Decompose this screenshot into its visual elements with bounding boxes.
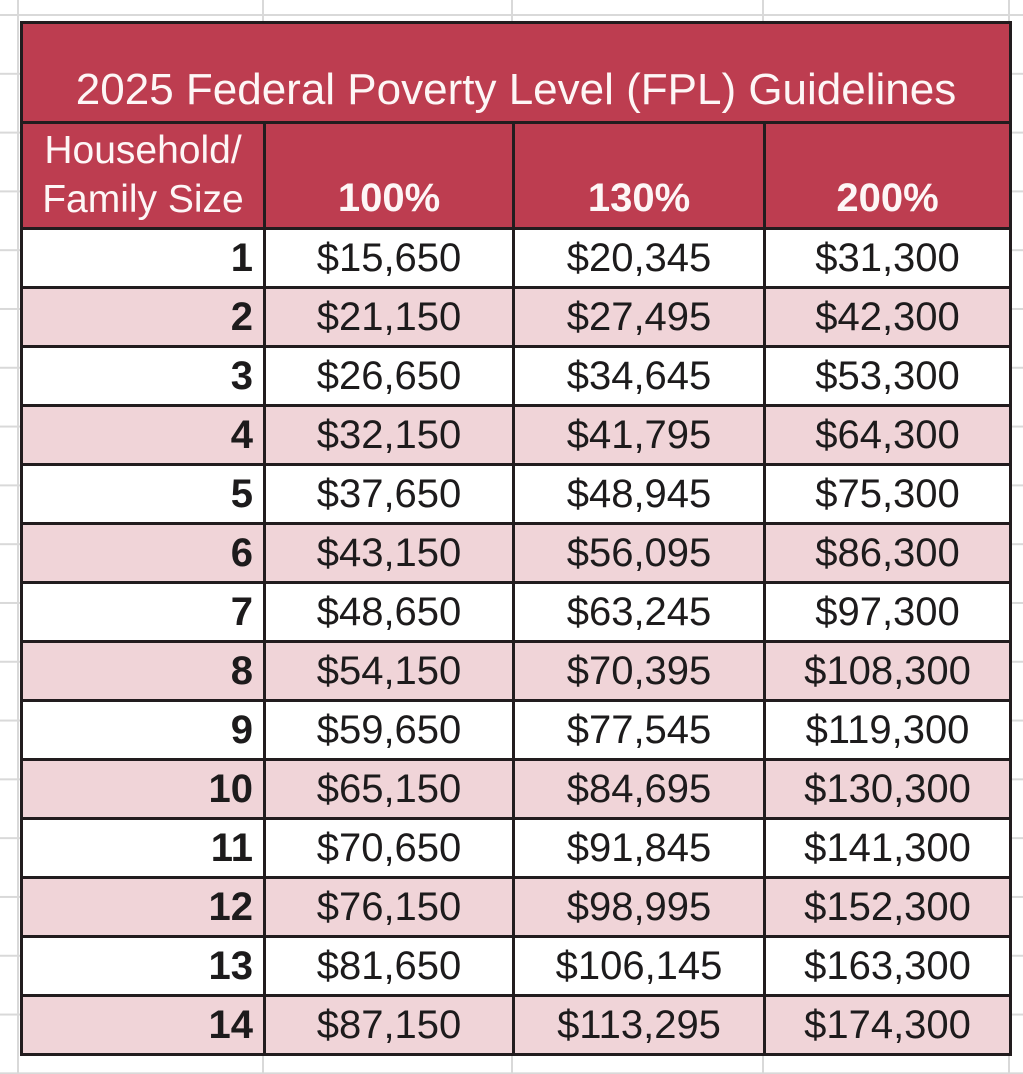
fpl-200-percent-value-cell[interactable]: $108,300 <box>762 640 1013 702</box>
fpl-100-percent-value-cell[interactable]: $15,650 <box>263 227 515 289</box>
table-row: 7 $48,650 $63,245 $97,300 <box>20 581 1013 643</box>
table-title[interactable]: 2025 Federal Poverty Level (FPL) Guideli… <box>19 21 1013 124</box>
fpl-130-percent-value-cell[interactable]: $48,945 <box>512 463 766 525</box>
column-header-130-percent[interactable]: 130% <box>512 121 766 230</box>
fpl-130-percent-value-cell[interactable]: $70,395 <box>512 640 766 702</box>
fpl-100-percent-value-cell[interactable]: $54,150 <box>263 640 515 702</box>
fpl-130-percent-value-cell[interactable]: $91,845 <box>512 817 766 879</box>
fpl-130-percent-value-cell[interactable]: $27,495 <box>512 286 766 348</box>
household-size-cell[interactable]: 12 <box>20 876 266 938</box>
table-row: 9 $59,650 $77,545 $119,300 <box>20 699 1013 761</box>
table-row: 10 $65,150 $84,695 $130,300 <box>20 758 1013 820</box>
fpl-130-percent-value-cell[interactable]: $20,345 <box>512 227 766 289</box>
fpl-100-percent-value-cell[interactable]: $21,150 <box>263 286 515 348</box>
table-row: 14 $87,150 $113,295 $174,300 <box>20 994 1013 1056</box>
fpl-200-percent-value-cell[interactable]: $141,300 <box>762 817 1013 879</box>
fpl-130-percent-value-cell[interactable]: $56,095 <box>512 522 766 584</box>
table-row: 5 $37,650 $48,945 $75,300 <box>20 463 1013 525</box>
household-size-cell[interactable]: 3 <box>20 345 266 407</box>
fpl-200-percent-value-cell[interactable]: $130,300 <box>762 758 1013 820</box>
household-size-cell[interactable]: 9 <box>20 699 266 761</box>
fpl-100-percent-value-cell[interactable]: $70,650 <box>263 817 515 879</box>
table-row: 1 $15,650 $20,345 $31,300 <box>20 227 1013 289</box>
fpl-100-percent-value-cell[interactable]: $37,650 <box>263 463 515 525</box>
fpl-130-percent-value-cell[interactable]: $84,695 <box>512 758 766 820</box>
household-size-cell[interactable]: 8 <box>20 640 266 702</box>
column-header-100-percent[interactable]: 100% <box>263 121 515 230</box>
column-header-row: Household/ Family Size 100% 130% 200% <box>20 121 1013 230</box>
fpl-130-percent-value-cell[interactable]: $113,295 <box>512 994 766 1056</box>
fpl-100-percent-value-cell[interactable]: $76,150 <box>263 876 515 938</box>
table-row: 6 $43,150 $56,095 $86,300 <box>20 522 1013 584</box>
household-size-cell[interactable]: 4 <box>20 404 266 466</box>
household-size-cell[interactable]: 5 <box>20 463 266 525</box>
fpl-130-percent-value-cell[interactable]: $41,795 <box>512 404 766 466</box>
fpl-100-percent-value-cell[interactable]: $48,650 <box>263 581 515 643</box>
household-header-line2: Family Size <box>42 177 244 221</box>
column-header-200-percent[interactable]: 200% <box>762 121 1013 230</box>
fpl-200-percent-value-cell[interactable]: $119,300 <box>762 699 1013 761</box>
table-row: 11 $70,650 $91,845 $141,300 <box>20 817 1013 879</box>
household-size-cell[interactable]: 7 <box>20 581 266 643</box>
fpl-200-percent-value-cell[interactable]: $152,300 <box>762 876 1013 938</box>
household-size-cell[interactable]: 2 <box>20 286 266 348</box>
fpl-130-percent-value-cell[interactable]: $98,995 <box>512 876 766 938</box>
table-row: 13 $81,650 $106,145 $163,300 <box>20 935 1013 997</box>
fpl-200-percent-value-cell[interactable]: $53,300 <box>762 345 1013 407</box>
fpl-100-percent-value-cell[interactable]: $81,650 <box>263 935 515 997</box>
fpl-200-percent-value-cell[interactable]: $42,300 <box>762 286 1013 348</box>
table-row: 12 $76,150 $98,995 $152,300 <box>20 876 1013 938</box>
fpl-100-percent-value-cell[interactable]: $87,150 <box>263 994 515 1056</box>
fpl-130-percent-value-cell[interactable]: $106,145 <box>512 935 766 997</box>
table-row: 3 $26,650 $34,645 $53,300 <box>20 345 1013 407</box>
household-size-cell[interactable]: 13 <box>20 935 266 997</box>
household-size-cell[interactable]: 11 <box>20 817 266 879</box>
fpl-100-percent-value-cell[interactable]: $26,650 <box>263 345 515 407</box>
fpl-200-percent-value-cell[interactable]: $163,300 <box>762 935 1013 997</box>
fpl-130-percent-value-cell[interactable]: $63,245 <box>512 581 766 643</box>
fpl-130-percent-value-cell[interactable]: $34,645 <box>512 345 766 407</box>
household-size-cell[interactable]: 1 <box>20 227 266 289</box>
fpl-200-percent-value-cell[interactable]: $75,300 <box>762 463 1013 525</box>
table-row: 4 $32,150 $41,795 $64,300 <box>20 404 1013 466</box>
table-row: 8 $54,150 $70,395 $108,300 <box>20 640 1013 702</box>
household-size-cell[interactable]: 6 <box>20 522 266 584</box>
household-size-cell[interactable]: 14 <box>20 994 266 1056</box>
fpl-200-percent-value-cell[interactable]: $174,300 <box>762 994 1013 1056</box>
fpl-200-percent-value-cell[interactable]: $64,300 <box>762 404 1013 466</box>
fpl-200-percent-value-cell[interactable]: $97,300 <box>762 581 1013 643</box>
fpl-100-percent-value-cell[interactable]: $43,150 <box>263 522 515 584</box>
household-header-line1: Household/ <box>44 128 242 172</box>
fpl-200-percent-value-cell[interactable]: $86,300 <box>762 522 1013 584</box>
fpl-100-percent-value-cell[interactable]: $65,150 <box>263 758 515 820</box>
fpl-guidelines-table: 2025 Federal Poverty Level (FPL) Guideli… <box>19 21 1013 1056</box>
column-header-household-size[interactable]: Household/ Family Size <box>20 121 266 230</box>
household-size-cell[interactable]: 10 <box>20 758 266 820</box>
fpl-100-percent-value-cell[interactable]: $59,650 <box>263 699 515 761</box>
table-row: 2 $21,150 $27,495 $42,300 <box>20 286 1013 348</box>
fpl-200-percent-value-cell[interactable]: $31,300 <box>762 227 1013 289</box>
fpl-130-percent-value-cell[interactable]: $77,545 <box>512 699 766 761</box>
table-title-row: 2025 Federal Poverty Level (FPL) Guideli… <box>19 21 1013 124</box>
fpl-100-percent-value-cell[interactable]: $32,150 <box>263 404 515 466</box>
